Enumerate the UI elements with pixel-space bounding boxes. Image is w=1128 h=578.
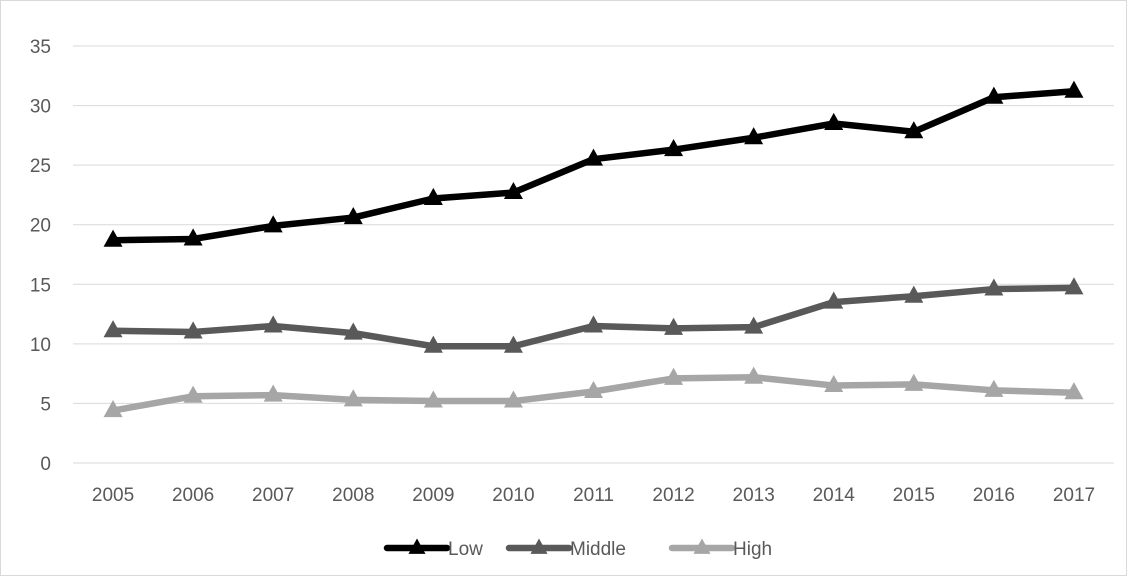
data-point-marker (984, 379, 1004, 397)
x-tick-label: 2017 (1053, 485, 1095, 506)
data-point-marker (343, 206, 363, 225)
data-point-marker (584, 315, 603, 333)
data-point-marker (343, 389, 363, 407)
x-tick-label: 2014 (813, 485, 856, 506)
x-tick-label: 2009 (412, 485, 454, 506)
data-point-marker (984, 86, 1004, 104)
gridlines (73, 45, 1114, 464)
y-tick-label: 10 (30, 335, 51, 356)
data-point-marker (423, 187, 443, 206)
x-tick-label: 2010 (492, 485, 534, 506)
data-point-marker (664, 139, 684, 157)
data-point-marker (503, 390, 523, 408)
x-tick-label: 2012 (652, 485, 694, 506)
data-point-marker (1064, 277, 1084, 295)
series-low (103, 80, 1084, 247)
data-point-marker (584, 148, 603, 166)
data-point-marker (183, 321, 203, 339)
data-point-marker (904, 285, 924, 303)
data-point-marker (103, 320, 123, 338)
data-point-marker (744, 366, 764, 384)
data-point-marker (263, 215, 283, 233)
x-axis-tick-labels: 2005 2006 2007 2008 2009 2010 2011 2012 2013 2014… (92, 485, 1095, 506)
data-point-marker (503, 335, 523, 353)
legend-label: Middle (570, 539, 626, 560)
legend: Low Middle High (383, 538, 772, 560)
data-point-marker (824, 112, 844, 130)
x-tick-label: 2016 (973, 485, 1015, 506)
series-high (103, 366, 1084, 418)
y-tick-label: 20 (30, 216, 51, 237)
legend-label: High (733, 539, 772, 560)
data-point-marker (904, 373, 924, 391)
data-point-marker (183, 228, 203, 246)
data-point-marker (1064, 382, 1084, 400)
y-tick-label: 30 (30, 97, 51, 118)
data-point-marker (664, 317, 684, 335)
data-point-marker (1064, 80, 1084, 98)
data-point-marker (503, 181, 523, 200)
legend-item-low: Low (383, 538, 483, 560)
data-point-marker (584, 380, 603, 399)
x-tick-label: 2006 (172, 485, 214, 506)
data-point-marker (103, 229, 123, 247)
data-point-marker (824, 291, 844, 309)
series-line-low (109, 88, 1078, 244)
data-point-marker (824, 374, 844, 393)
data-point-marker (263, 384, 283, 402)
series-lines (103, 80, 1084, 418)
legend-marker (530, 538, 548, 554)
legend-item-middle: Middle (505, 538, 626, 560)
data-point-marker (263, 315, 283, 333)
x-tick-label: 2005 (92, 485, 134, 506)
legend-item-high: High (668, 538, 772, 560)
x-tick-label: 2015 (893, 485, 935, 506)
x-tick-label: 2007 (252, 485, 294, 506)
data-point-marker (423, 335, 443, 353)
y-tick-label: 15 (30, 275, 51, 296)
data-point-marker (984, 278, 1004, 296)
y-tick-label: 35 (30, 37, 51, 58)
series-middle (103, 277, 1084, 353)
y-tick-label: 5 (40, 394, 51, 415)
legend-marker (408, 538, 426, 554)
data-point-marker (664, 367, 684, 385)
data-point-marker (103, 399, 123, 418)
x-tick-label: 2013 (733, 485, 775, 506)
x-tick-label: 2011 (573, 485, 614, 506)
data-point-marker (343, 322, 363, 340)
y-tick-label: 0 (40, 454, 51, 475)
data-point-marker (183, 385, 203, 403)
y-axis-tick-labels: 0 5 10 15 20 25 30 35 (30, 37, 51, 475)
legend-label: Low (448, 539, 483, 560)
data-point-marker (744, 127, 764, 145)
data-point-marker (904, 121, 924, 139)
data-point-marker (744, 316, 764, 334)
x-tick-label: 2008 (332, 485, 374, 506)
data-point-marker (423, 390, 443, 408)
y-tick-label: 25 (30, 156, 51, 177)
legend-marker (693, 538, 711, 554)
